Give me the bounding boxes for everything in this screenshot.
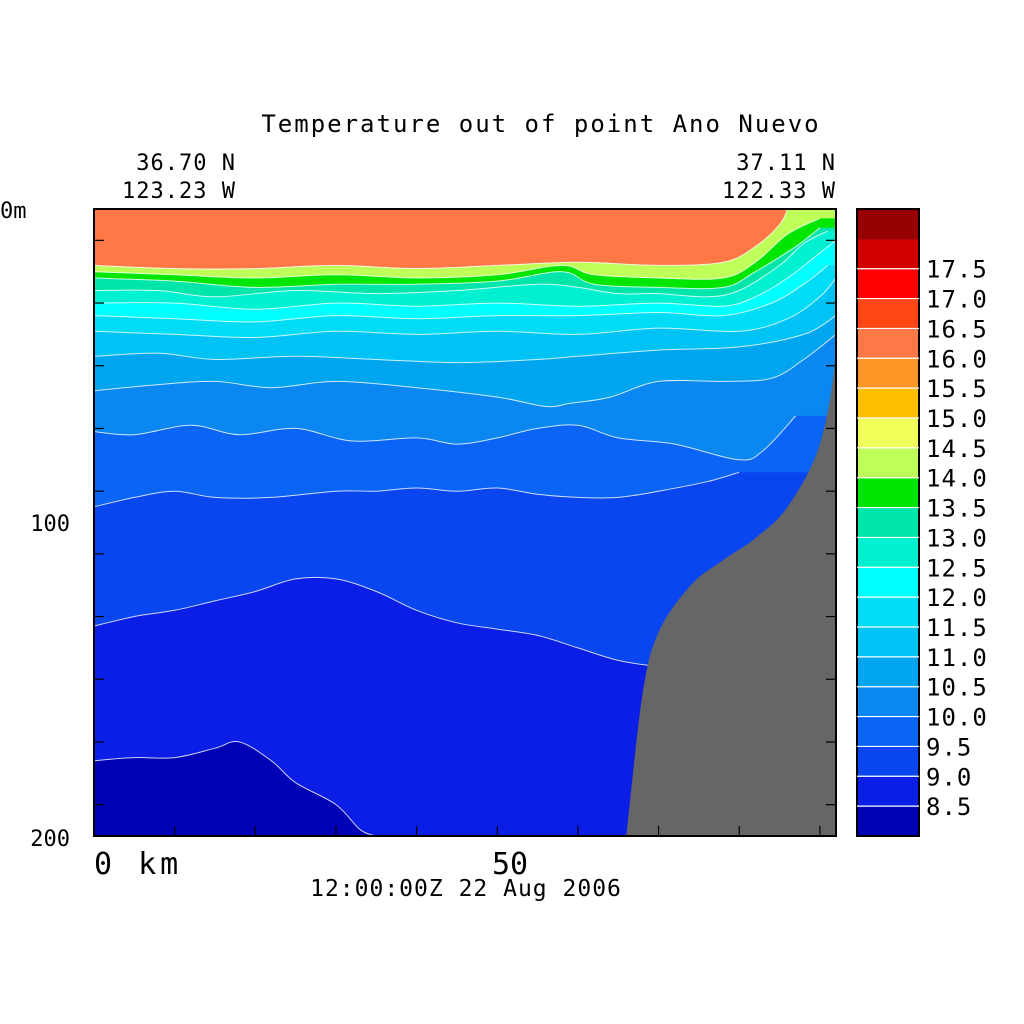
colorbar-swatch	[857, 507, 919, 538]
colorbar-label: 10.5	[926, 674, 988, 702]
contour-line-8.5	[94, 740, 377, 836]
colorbar-label: 9.5	[926, 733, 972, 761]
colorbar-swatch	[857, 567, 919, 598]
colorbar-swatch	[857, 268, 919, 300]
colorbar-label: 17.0	[926, 286, 988, 314]
colorbar-label: 14.5	[926, 435, 988, 463]
right-longitude-label: 122.33 W	[722, 179, 836, 204]
y-tick-label-100: 100	[30, 512, 70, 537]
colorbar-label: 11.5	[926, 614, 988, 642]
x-tick-label-50: 50	[492, 847, 528, 882]
colorbar-label: 13.5	[926, 495, 988, 523]
fill-band-8.5	[94, 741, 836, 836]
contour-line-10.5	[94, 334, 836, 408]
colorbar-frame	[856, 208, 920, 837]
colorbar-label: 11.0	[926, 644, 988, 672]
x-tick-label-0: 0 km	[94, 847, 182, 882]
colorbar-swatch	[857, 656, 919, 688]
colorbar-swatch	[857, 806, 919, 837]
seafloor-bathymetry	[626, 246, 836, 836]
colorbar-swatch	[857, 686, 919, 718]
colorbar-label: 15.5	[926, 375, 988, 403]
right-latitude-label: 37.11 N	[736, 151, 836, 176]
contour-line-13.5	[94, 227, 821, 290]
colorbar-swatch	[857, 447, 919, 479]
colorbar-label: 13.0	[926, 524, 988, 552]
colorbar-swatch	[857, 776, 919, 807]
colorbar-swatch	[857, 358, 919, 389]
colorbar-swatch	[857, 627, 919, 658]
colorbar-swatch	[857, 328, 919, 359]
colorbar-label: 14.0	[926, 465, 988, 493]
colorbar-swatch	[857, 418, 919, 449]
left-longitude-label: 123.23 W	[122, 179, 236, 204]
colorbar-label: 16.0	[926, 345, 988, 373]
left-latitude-label: 36.70 N	[136, 151, 236, 176]
contour-line-12.5	[94, 239, 836, 310]
chart-title: Temperature out of point Ano Nuevo	[261, 110, 820, 138]
colorbar-swatch	[857, 537, 919, 568]
colorbar-swatch	[857, 209, 919, 240]
y-tick-label-200: 200	[30, 827, 70, 852]
contour-lines	[94, 209, 836, 836]
colorbar-swatch	[857, 746, 919, 777]
colorbar-swatch	[857, 388, 919, 419]
colorbar-label: 9.0	[926, 763, 972, 791]
contour-line-14	[94, 217, 821, 280]
axis-ticks	[94, 239, 836, 836]
colorbar-label: 12.0	[926, 584, 988, 612]
colorbar-swatch	[857, 298, 919, 329]
colorbar-swatch	[857, 238, 919, 270]
colorbar-swatch	[857, 477, 919, 509]
contour-line-10	[94, 415, 797, 461]
colorbar-swatch	[857, 597, 919, 628]
contour-line-14.5	[94, 209, 789, 270]
timestamp-label: 12:00:00Z 22 Aug 2006	[310, 876, 622, 902]
colorbar-label: 12.5	[926, 554, 988, 582]
colorbar-label: 10.0	[926, 704, 988, 732]
contour-line-13	[94, 230, 829, 298]
colorbar-label: 17.5	[926, 256, 988, 284]
contour-line-9.5	[94, 471, 740, 508]
contour-line-12	[94, 265, 829, 323]
plot-frame	[93, 208, 837, 837]
contour-line-11	[94, 315, 836, 364]
y-tick-label-0: 0m	[0, 199, 27, 224]
colorbar-labels: 8.59.09.510.010.511.011.512.012.513.013.…	[926, 256, 988, 821]
colorbar-swatch	[857, 716, 919, 747]
colorbar-label: 15.0	[926, 405, 988, 433]
contour-line-9	[94, 576, 740, 680]
contour-line-11.5	[94, 277, 836, 339]
colorbar-label: 16.5	[926, 315, 988, 343]
colorbar-label: 8.5	[926, 793, 972, 821]
colorbar	[856, 208, 920, 837]
